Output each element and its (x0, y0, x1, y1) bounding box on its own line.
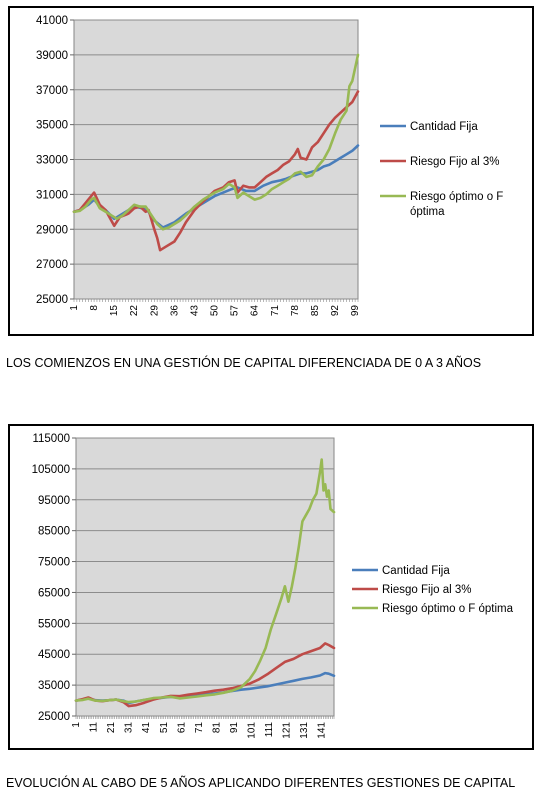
chart-2-ytick-label: 35000 (38, 680, 70, 692)
chart-1-xtick-label: 64 (250, 305, 261, 317)
chart-1-xtick-label: 85 (310, 305, 321, 317)
chart-2-frame: 115000 105000 95000 85000 75000 65000 55000 450… (8, 424, 534, 750)
chart-1-ytick-label: 25000 (36, 294, 68, 306)
chart-2-xtick-label: 21 (106, 722, 117, 734)
chart-2-ytick-label: 75000 (38, 557, 70, 569)
chart-2-xtick-label: 1 (71, 722, 82, 728)
chart-2-xtick-label: 101 (247, 722, 258, 739)
chart-2-xtick-label: 121 (282, 722, 293, 739)
chart-2-legend-label: Cantidad Fija (382, 565, 450, 577)
chart-1-xtick-label: 57 (230, 305, 241, 317)
chart-2-xtick-label: 111 (264, 722, 275, 738)
chart-2-svg: 115000 105000 95000 85000 75000 65000 55000 450… (32, 433, 514, 739)
chart-1-legend-label: Riesgo Fijo al 3% (410, 156, 499, 168)
chart-1-ytick-label: 33000 (36, 155, 68, 167)
chart-2-ytick-label: 25000 (38, 711, 70, 723)
chart-1-xtick-label: 8 (89, 305, 100, 311)
chart-1-xtick-label: 43 (189, 305, 200, 317)
chart-1-ytick-label: 31000 (36, 189, 68, 201)
chart-2-ytick-label: 85000 (38, 526, 70, 538)
chart-2-ytick-label: 95000 (38, 495, 70, 507)
chart-1-xtick-label: 92 (330, 305, 341, 317)
chart-2-legend-label: Riesgo Fijo al 3% (382, 584, 471, 596)
chart-1-xtick-label: 22 (129, 305, 140, 317)
chart-1-xtick-label: 78 (290, 305, 301, 317)
chart-2-ytick-label: 55000 (38, 618, 70, 630)
chart-2-ytick-label: 105000 (32, 464, 70, 476)
chart-2-xtick-label: 11 (89, 722, 100, 733)
chart-2-xtick-label: 131 (299, 722, 310, 739)
chart-1-xtick-label: 36 (169, 305, 180, 317)
chart-2-xtick-label: 51 (159, 722, 170, 734)
chart-2-ytick-label: 45000 (38, 649, 70, 661)
chart-2-xtick-label: 81 (211, 722, 222, 734)
chart-1-svg: 41000 39000 37000 35000 33000 31000 29000 27000… (36, 15, 503, 317)
chart-1-legend-label: Cantidad Fija (410, 121, 478, 133)
chart-2-plot-area (75, 437, 335, 717)
chart-1-xtick-label: 99 (350, 305, 361, 317)
chart-1-ytick-label: 29000 (36, 224, 68, 236)
chart-2-ytick-label: 65000 (38, 587, 70, 599)
chart-1-xtick-label: 1 (69, 305, 80, 311)
chart-1-xtick-label: 29 (149, 305, 160, 317)
chart-2-xtick-label: 91 (229, 722, 240, 734)
chart-2-xtick-label: 31 (124, 722, 135, 734)
chart-2-xtick-label: 41 (141, 722, 152, 734)
chart-1-caption: LOS COMIENZOS EN UNA GESTIÓN DE CAPITAL … (6, 356, 482, 370)
chart-2-caption: EVOLUCIÓN AL CABO DE 5 AÑOS APLICANDO DI… (6, 776, 516, 790)
chart-1-ytick-label: 37000 (36, 85, 68, 97)
chart-1-ytick-label: 39000 (36, 50, 68, 62)
chart-1-series-line-1 (72, 144, 360, 229)
chart-1-ytick-label: 27000 (36, 259, 68, 271)
chart-2-xtick-label: 71 (194, 722, 205, 734)
chart-1-frame: 41000 39000 37000 35000 33000 31000 29000 27000… (8, 6, 534, 336)
chart-1-series-line-3 (72, 53, 360, 231)
chart-2-xtick-label: 141 (317, 722, 328, 739)
chart-2-legend-label: Riesgo óptimo o F óptima (382, 603, 514, 615)
chart-2-series-line-3 (74, 458, 336, 704)
chart-1-xtick-label: 15 (109, 305, 120, 317)
chart-2-xtick-label: 61 (176, 722, 187, 734)
chart-2-ytick-label: 115000 (32, 433, 70, 445)
chart-1-xtick-label: 71 (270, 305, 281, 317)
chart-1-ytick-label: 41000 (36, 15, 68, 27)
chart-1-xtick-label: 50 (210, 305, 221, 317)
chart-1-ytick-label: 35000 (36, 120, 68, 132)
